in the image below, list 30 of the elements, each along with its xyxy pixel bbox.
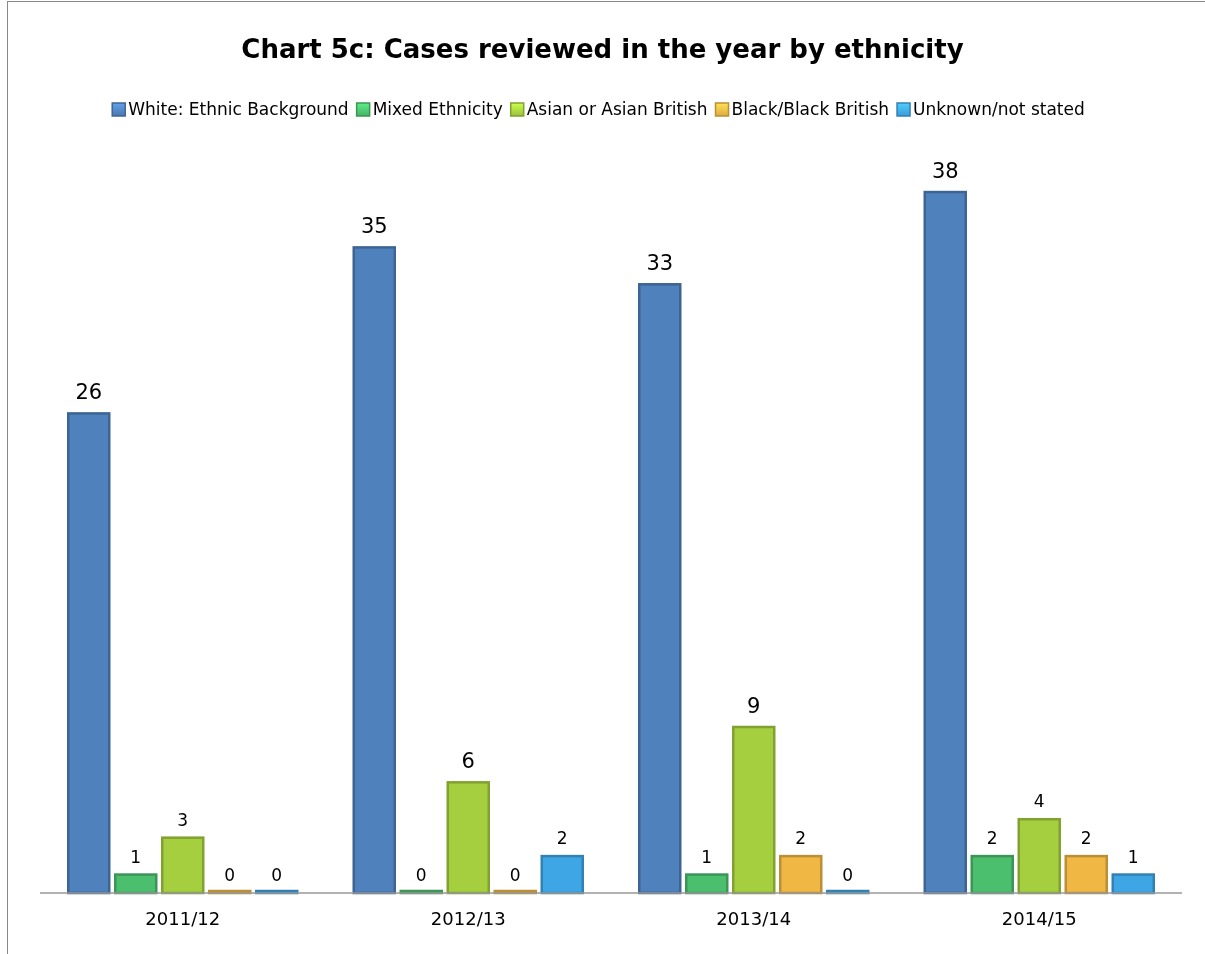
- data-label: 0: [842, 865, 854, 885]
- legend-label: White: Ethnic Background: [128, 99, 349, 119]
- data-label: 2: [795, 828, 807, 849]
- x-tick-label: 2014/15: [1001, 907, 1077, 929]
- data-label: 2: [986, 828, 998, 849]
- data-label: 38: [931, 159, 959, 184]
- x-tick-label: 2013/14: [716, 907, 792, 929]
- legend-label: Unknown/not stated: [913, 99, 1085, 119]
- legend-label: Black/Black British: [731, 99, 890, 119]
- data-label: 6: [461, 749, 475, 774]
- chart-title: Chart 5c: Cases reviewed in the year by ethnicity: [241, 34, 964, 64]
- data-label: 26: [75, 380, 103, 405]
- data-label: 4: [1033, 791, 1045, 812]
- data-label: 1: [701, 846, 713, 867]
- data-label: 1: [130, 846, 142, 867]
- data-label: 2: [556, 828, 568, 849]
- data-label: 0: [224, 865, 236, 885]
- data-label: 1: [1127, 846, 1139, 867]
- data-label: 2: [1080, 828, 1092, 849]
- data-label: 33: [646, 251, 674, 276]
- x-tick-label: 2011/12: [145, 907, 221, 929]
- data-label: 0: [415, 865, 427, 885]
- legend-label: Asian or Asian British: [526, 99, 708, 119]
- x-tick-label: 2012/13: [430, 907, 506, 929]
- data-label: 3: [177, 809, 189, 830]
- legend-label: Mixed Ethnicity: [372, 99, 503, 119]
- data-label: 0: [509, 865, 521, 885]
- data-label: 9: [747, 693, 761, 718]
- data-label: 0: [271, 865, 283, 885]
- data-label: 35: [360, 214, 388, 239]
